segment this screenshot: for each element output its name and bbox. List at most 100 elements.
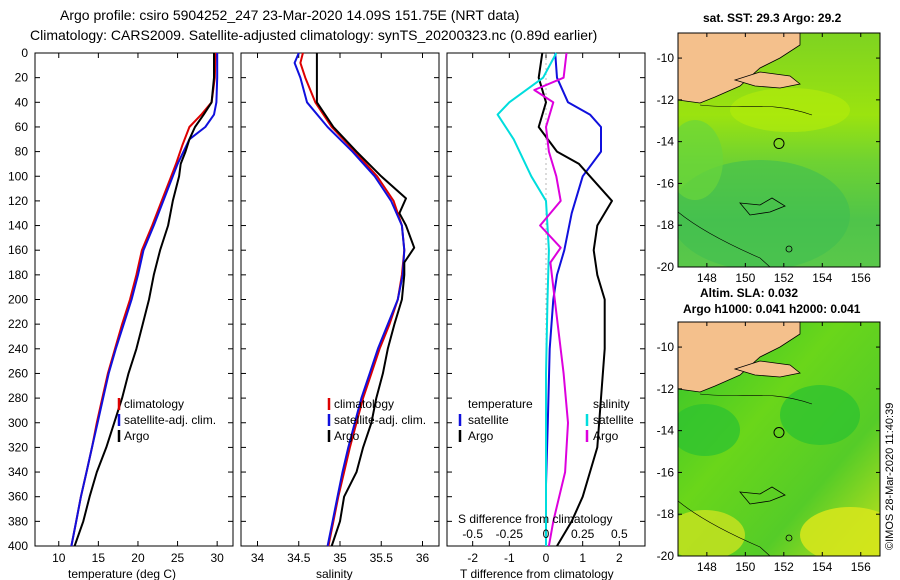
sst-map-frame [677,32,881,268]
map-y-tick-label: -10 [657,51,675,65]
legend-label-temp-satellite: satellite [468,413,509,427]
map-y-tick-label: -12 [657,93,675,107]
depth-tick-label: 180 [8,268,28,282]
depth-tick-label: 320 [8,440,28,454]
map-y-tick-label: -14 [657,135,675,149]
depth-tick-label: 360 [8,490,28,504]
depth-tick-label: 160 [8,243,28,257]
depth-tick-label: 300 [8,416,28,430]
legend-label-climatology: climatology [124,397,184,411]
depth-axis: 0 20 40 60 80 100 120 140 160 180 200 220 240 260 280 3… [8,46,28,553]
temperature-panel-frame [34,52,234,547]
title-line-2: Climatology: CARS2009. Satellite-adjuste… [30,27,597,43]
depth-tick-label: 260 [8,366,28,380]
x-tick-label: 35.5 [370,551,394,565]
map-y-tick-label: -16 [657,176,675,190]
series-climatology [299,52,406,547]
sla-map-axes: 148 150 152 154 156 -10 -12 -14 -16 -18 -20 [657,322,880,574]
x-tick-label: 20 [131,551,145,565]
sst-map-title: sat. SST: 29.3 Argo: 29.2 [703,11,842,25]
map-x-tick-label: 156 [851,271,871,285]
x-tick-label: 35 [333,551,347,565]
sla-low-patch [780,385,860,445]
map-x-tick-label: 150 [735,271,755,285]
depth-tick-label: 0 [21,46,28,60]
series-salinity-satellite [496,52,558,546]
map-y-tick-label: -12 [657,382,675,396]
x-tick-label: 25 [171,551,185,565]
sst-west-patch [678,120,723,200]
sla-high-patch [678,510,745,556]
map-y-tick-label: -18 [657,218,675,232]
map-y-tick-label: -18 [657,507,675,521]
series-salinity-argo [533,52,569,547]
x-tick-label: 2 [616,551,623,565]
legend-label-sal-argo: Argo [593,429,619,443]
map-x-tick-label: 154 [812,271,832,285]
depth-contour [699,104,813,116]
series-argo [73,53,215,547]
sla-map-subtitle: Argo h1000: 0.041 h2000: 0.041 [683,302,861,316]
depth-contour [678,211,771,267]
x-tick-label: 10 [52,551,66,565]
x-tick-label: 36 [416,551,430,565]
x-tick-label: 34 [251,551,265,565]
depth-tick-label: 140 [8,219,28,233]
x-tick-label: -1 [504,551,515,565]
x-tick-label: 34.5 [287,551,311,565]
temperature-axis-label: temperature (deg C) [68,567,176,580]
sst-warm-patch [730,88,850,132]
map-y-tick-label: -20 [657,260,675,274]
legend-heading-salinity: salinity [593,397,630,411]
depth-tick-label: 380 [8,514,28,528]
depth-tick-label: 40 [15,95,29,109]
difference-axis-label: T difference from climatology [460,567,614,580]
s-x-tick-label: 0 [543,527,550,541]
depth-tick-label: 220 [8,317,28,331]
x-tick-label: -2 [467,551,478,565]
sst-cool-patch [678,160,850,267]
islet [785,245,793,253]
depth-tick-label: 60 [15,120,29,134]
map-y-tick-label: -10 [657,340,675,354]
depth-tick-label: 100 [8,169,28,183]
map-y-tick-label: -14 [657,424,675,438]
legend-label-temp-argo: Argo [468,429,494,443]
s-difference-axis-label: S difference from climatology [458,512,613,526]
sla-low-patch [678,404,740,456]
depth-tick-label: 20 [15,71,29,85]
depth-tick-label: 240 [8,342,28,356]
reef [739,486,786,505]
x-tick-label: 1 [579,551,586,565]
salinity-panel: 34 34.5 35 35.5 36 [241,52,439,565]
map-y-tick-label: -20 [657,549,675,563]
map-x-tick-label: 154 [812,560,832,574]
salinity-panel-frame [240,52,440,547]
legend-heading-temperature: temperature [468,397,533,411]
sla-map-title: Altim. SLA: 0.032 [700,286,798,300]
legend-label-satellite: satellite-adj. clim. [124,413,216,427]
series-satellite-adj-clim [70,53,219,547]
depth-tick-label: 200 [8,293,28,307]
legend-label-satellite: satellite-adj. clim. [334,413,426,427]
s-difference-axis-ticks: -0.5 -0.25 0 0.25 0.5 [462,527,628,541]
legend-label-sal-satellite: satellite [593,413,634,427]
depth-contour [699,393,813,405]
difference-panel: -2 -1 0 1 2 [447,52,645,565]
x-tick-label: 30 [210,551,224,565]
argo-position-marker [773,138,785,150]
x-tick-label: 15 [92,551,106,565]
depth-contour [678,500,771,556]
legend-label-climatology: climatology [334,397,394,411]
temperature-panel: 10 15 20 25 30 [35,52,233,565]
argo-position-marker [773,427,785,439]
depth-tick-label: 340 [8,465,28,479]
depth-tick-label: 280 [8,391,28,405]
title-line-1: Argo profile: csiro 5904252_247 23-Mar-2… [60,7,519,23]
s-x-tick-label: -0.25 [496,527,524,541]
map-x-tick-label: 150 [735,560,755,574]
map-x-tick-label: 152 [774,271,794,285]
series-satellite-adj-clim [293,52,406,547]
series-temperature-argo [537,52,613,547]
